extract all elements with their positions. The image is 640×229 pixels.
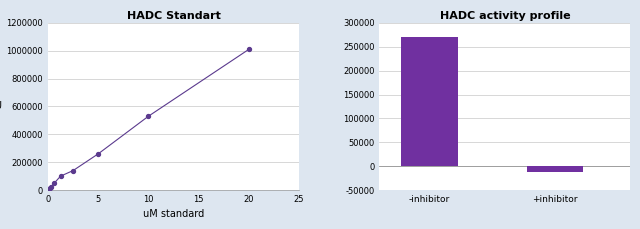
Point bbox=[68, 169, 78, 172]
X-axis label: uM standard: uM standard bbox=[143, 210, 204, 219]
Bar bbox=[401, 37, 458, 166]
Point bbox=[93, 152, 103, 156]
Title: HADC Standart: HADC Standart bbox=[127, 11, 220, 21]
Y-axis label: RLU: RLU bbox=[0, 101, 2, 112]
Point bbox=[44, 187, 54, 190]
Point bbox=[43, 188, 53, 192]
Point bbox=[56, 174, 66, 178]
Point bbox=[143, 114, 154, 118]
Point bbox=[46, 185, 56, 188]
Point bbox=[49, 181, 60, 185]
Point bbox=[244, 48, 254, 51]
Title: HADC activity profile: HADC activity profile bbox=[440, 11, 570, 21]
Bar bbox=[527, 166, 583, 172]
